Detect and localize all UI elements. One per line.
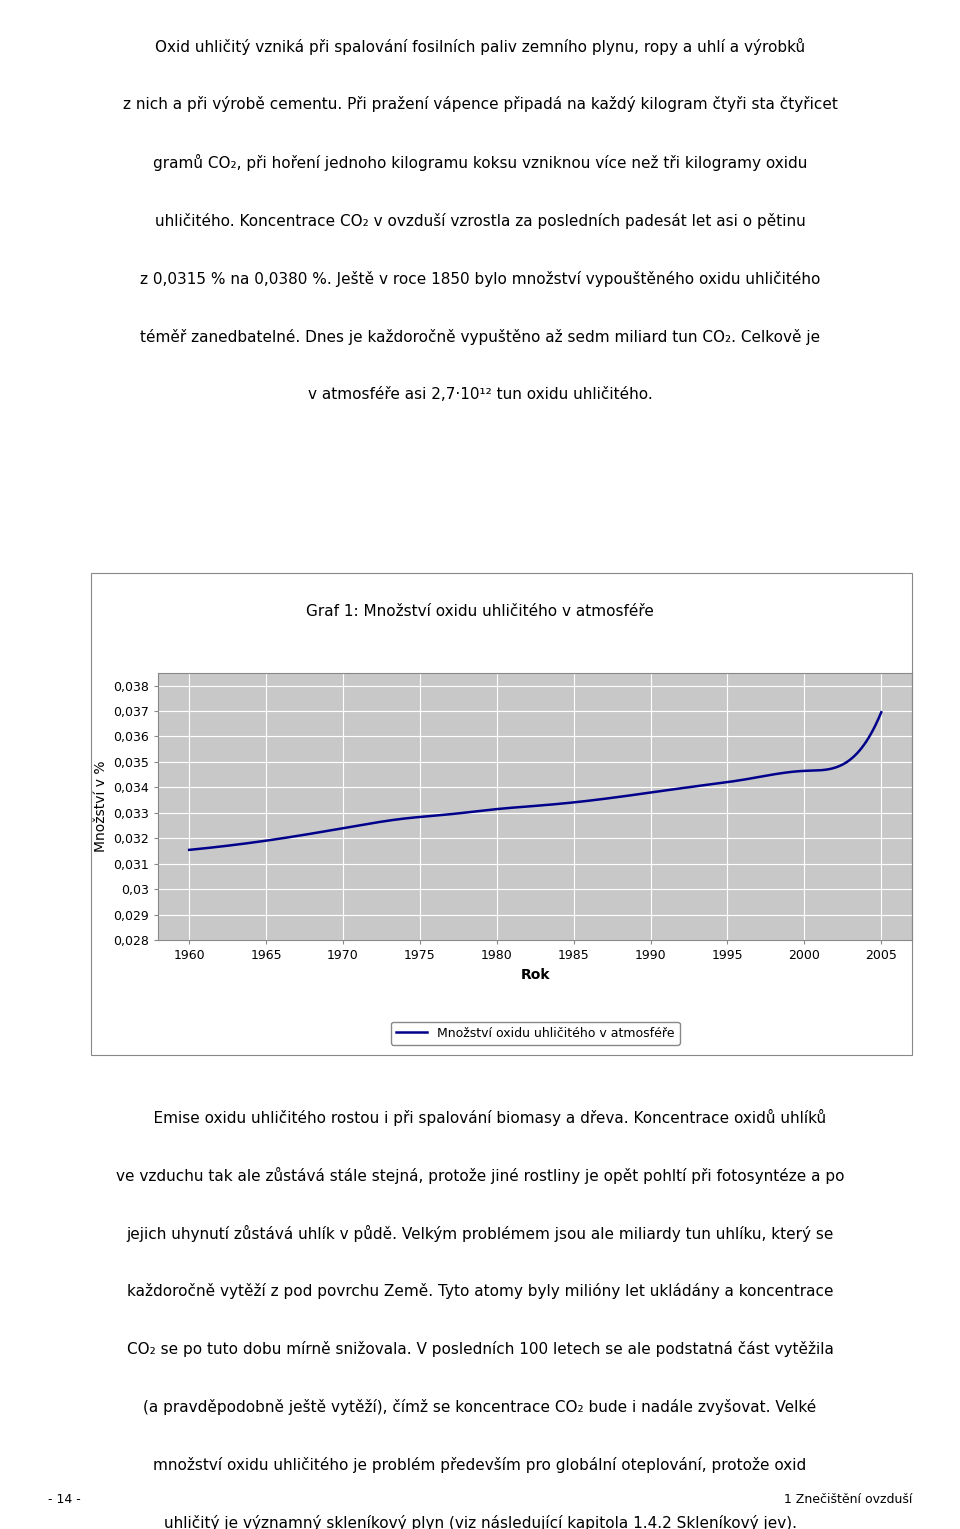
Text: CO₂ se po tuto dobu mírně snižovala. V posledních 100 letech se ale podstatná čá: CO₂ se po tuto dobu mírně snižovala. V p… xyxy=(127,1341,833,1356)
Text: v atmosféře asi 2,7·10¹² tun oxidu uhličitého.: v atmosféře asi 2,7·10¹² tun oxidu uhlič… xyxy=(307,387,653,402)
Text: každoročně vytěží z pod povrchu Země. Tyto atomy byly milióny let ukládány a kon: každoročně vytěží z pod povrchu Země. Ty… xyxy=(127,1283,833,1298)
Legend: Množství oxidu uhličitého v atmosféře: Množství oxidu uhličitého v atmosféře xyxy=(391,1021,680,1044)
Text: (a pravděpodobně ještě vytěží), čímž se koncentrace CO₂ bude i nadále zvyšovat. : (a pravděpodobně ještě vytěží), čímž se … xyxy=(143,1399,817,1414)
Text: uhličitý je významný skleníkový plyn (viz následující kapitola 1.4.2 Skleníkový : uhličitý je významný skleníkový plyn (vi… xyxy=(163,1515,797,1529)
Text: množství oxidu uhličitého je problém především pro globální oteplování, protože : množství oxidu uhličitého je problém pře… xyxy=(154,1457,806,1472)
Text: - 14 -: - 14 - xyxy=(48,1492,81,1506)
X-axis label: Rok: Rok xyxy=(520,968,550,982)
Text: Graf 1: Množství oxidu uhličitého v atmosféře: Graf 1: Množství oxidu uhličitého v atmo… xyxy=(306,604,654,619)
Text: z 0,0315 % na 0,0380 %. Ještě v roce 1850 bylo množství vypouštěného oxidu uhlič: z 0,0315 % na 0,0380 %. Ještě v roce 185… xyxy=(140,271,820,286)
Text: uhličitého. Koncentrace CO₂ v ovzduší vzrostla za posledních padesát let asi o p: uhličitého. Koncentrace CO₂ v ovzduší vz… xyxy=(155,213,805,228)
Text: Emise oxidu uhličitého rostou i při spalování biomasy a dřeva. Koncentrace oxidů: Emise oxidu uhličitého rostou i při spal… xyxy=(134,1109,826,1125)
Y-axis label: Množství v %: Množství v % xyxy=(94,761,108,852)
Text: téměř zanedbatelné. Dnes je každoročně vypuštěno až sedm miliard tun CO₂. Celkov: téměř zanedbatelné. Dnes je každoročně v… xyxy=(140,329,820,344)
Text: ve vzduchu tak ale zůstává stále stejná, protože jiné rostliny je opět pohltí př: ve vzduchu tak ale zůstává stále stejná,… xyxy=(116,1167,844,1183)
Text: 1 Znečištění ovzduší: 1 Znečištění ovzduší xyxy=(783,1492,912,1506)
Text: Oxid uhličitý vzniká při spalování fosilních paliv zemního plynu, ropy a uhlí a : Oxid uhličitý vzniká při spalování fosil… xyxy=(155,38,805,55)
Text: z nich a při výrobě cementu. Při pražení vápence připadá na každý kilogram čtyři: z nich a při výrobě cementu. Při pražení… xyxy=(123,96,837,112)
Text: gramů CO₂, při hoření jednoho kilogramu koksu vzniknou více než tři kilogramy ox: gramů CO₂, při hoření jednoho kilogramu … xyxy=(153,154,807,171)
Text: jejich uhynutí zůstává uhlík v půdě. Velkým problémem jsou ale miliardy tun uhlí: jejich uhynutí zůstává uhlík v půdě. Vel… xyxy=(127,1225,833,1242)
